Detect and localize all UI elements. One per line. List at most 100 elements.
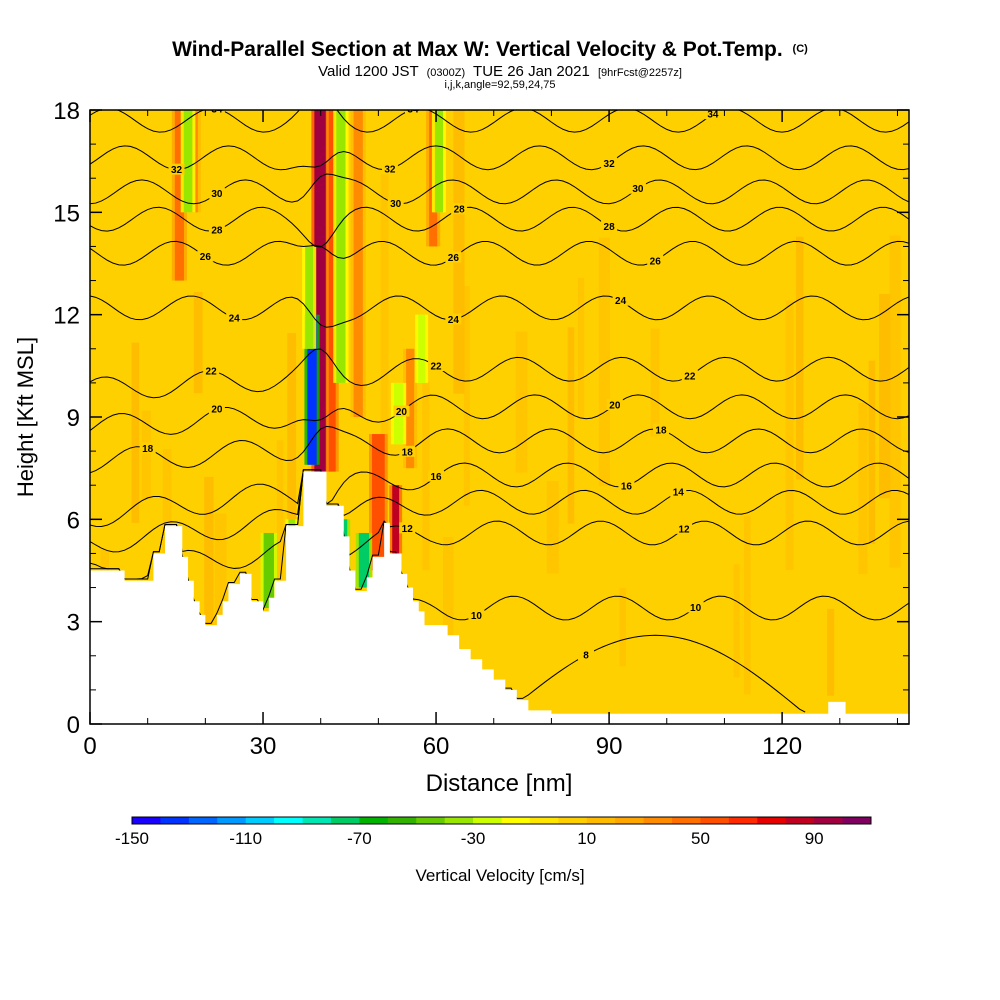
isotherm-label-bg — [208, 402, 225, 414]
isotherm-label-bg — [647, 254, 664, 266]
isotherm-label: 26 — [448, 253, 460, 264]
colorbar-tick-label: -150 — [115, 829, 149, 848]
texture-streak — [795, 236, 804, 480]
x-tick-label: 90 — [596, 733, 623, 760]
colorbar-tick-label: 50 — [691, 829, 710, 848]
isotherm-16 — [90, 462, 909, 527]
x-tick-label: 120 — [762, 733, 802, 760]
isotherm-label-bg — [676, 522, 693, 534]
isotherm-label: 16 — [621, 481, 633, 492]
colorbar-swatch — [700, 817, 730, 824]
texture-streak — [879, 293, 891, 499]
isotherm-label: 32 — [384, 164, 396, 175]
isotherm-26 — [90, 240, 909, 266]
texture-streak — [868, 360, 876, 544]
chart-indices: i,j,k,angle=92,59,24,75 — [444, 79, 555, 91]
texture-streak — [889, 235, 901, 568]
y-tick-label: 0 — [67, 712, 80, 739]
updraft-core — [353, 110, 363, 417]
texture-streak — [214, 513, 227, 629]
texture-streak — [141, 410, 151, 500]
colorbar-tick-label: 10 — [577, 829, 596, 848]
isotherm-label: 34 — [211, 104, 223, 115]
texture-streak — [858, 402, 868, 575]
isotherm-20 — [90, 394, 909, 435]
isotherm-14 — [90, 469, 909, 553]
isotherm-label-bg — [428, 360, 445, 372]
colorbar-tick-label: -30 — [461, 829, 486, 848]
texture-streak — [650, 328, 660, 437]
colorbar-swatch — [814, 817, 844, 824]
colorbar-swatch — [217, 817, 247, 824]
isotherm-label-bg — [652, 423, 669, 435]
colorbar-swatch — [416, 817, 446, 824]
x-axis-label: Distance [nm] — [426, 770, 573, 797]
colorbar-tick-label: 90 — [805, 829, 824, 848]
isotherm-label: 28 — [454, 205, 466, 216]
colorbar-swatch — [274, 817, 304, 824]
downdraft-core — [263, 532, 274, 609]
y-axis-label: Height [Kft MSL] — [13, 337, 38, 497]
y-tick-label: 18 — [53, 98, 80, 125]
isotherm-label-bg — [399, 522, 416, 534]
colorbar-swatch — [529, 817, 559, 824]
colorbar-tick-label: -70 — [347, 829, 372, 848]
isotherm-label-bg — [208, 224, 225, 236]
isotherm-label-bg — [601, 157, 618, 169]
isotherm-30 — [90, 173, 909, 205]
downdraft-core — [434, 110, 443, 213]
colorbar-swatch — [501, 817, 531, 824]
colorbar-swatch — [842, 817, 872, 824]
colorbar-swatch — [672, 817, 701, 824]
isotherm-label: 12 — [679, 524, 691, 535]
texture-streak — [567, 327, 575, 524]
isotherm-label: 30 — [211, 189, 223, 200]
isotherm-label: 34 — [407, 105, 419, 116]
y-tick-label: 9 — [67, 405, 80, 432]
isotherm-label: 34 — [707, 110, 719, 121]
isotherm-label: 10 — [690, 603, 702, 614]
isotherm-28 — [90, 206, 909, 248]
texture-streak — [204, 476, 214, 660]
colorbar-swatch — [330, 817, 360, 824]
isotherm-label-bg — [139, 442, 156, 454]
isotherm-34 — [90, 110, 909, 133]
isotherm-label-bg — [203, 364, 220, 376]
colorbar-swatch — [245, 817, 275, 824]
downdraft-core — [358, 532, 370, 588]
texture-streak — [276, 440, 284, 605]
colorbar: -150 -110 -70 -30 10 50 90 — [115, 816, 872, 848]
chart-subtitle: Valid 1200 JST (0300Z) TUE 26 Jan 2021 [… — [318, 63, 682, 80]
y-tick-label: 3 — [67, 610, 80, 637]
isotherm-label-bg — [601, 220, 618, 232]
texture-streak — [733, 564, 740, 678]
texture-streak — [422, 382, 430, 571]
colorbar-swatch — [188, 817, 218, 824]
isotherm-label-bg — [681, 369, 698, 381]
isotherm-label: 22 — [430, 362, 442, 373]
isotherm-label: 28 — [211, 226, 223, 237]
isotherm-label-bg — [451, 203, 468, 215]
isotherm-label: 28 — [604, 222, 616, 233]
colorbar-label: Vertical Velocity [cm/s] — [415, 866, 584, 885]
colorbar-swatch — [444, 817, 474, 824]
colorbar-frame — [131, 816, 872, 825]
updraft-core — [174, 110, 185, 281]
plot-area: 8 10 10 12 12 14 16 16 18 18 18 20 20 20 22 22 22 24 24 24 2… — [90, 104, 909, 724]
isotherm-label: 30 — [390, 199, 402, 210]
colorbar-swatch — [473, 817, 502, 824]
texture-streak — [515, 331, 528, 473]
isotherm-label-bg — [468, 609, 485, 621]
isotherm-label-bg — [687, 601, 704, 613]
isotherm-label-bg — [612, 294, 629, 306]
isotherm-label-bg — [197, 250, 214, 262]
texture-streak — [463, 286, 470, 506]
isotherm-label-bg — [578, 649, 595, 661]
isotherm-label: 22 — [206, 366, 218, 377]
title-units: (C) — [793, 43, 809, 55]
isotherm-label: 10 — [471, 611, 483, 622]
isotherm-label: 20 — [211, 404, 223, 415]
isotherm-label-bg — [704, 110, 721, 120]
downdraft-core — [418, 314, 426, 383]
